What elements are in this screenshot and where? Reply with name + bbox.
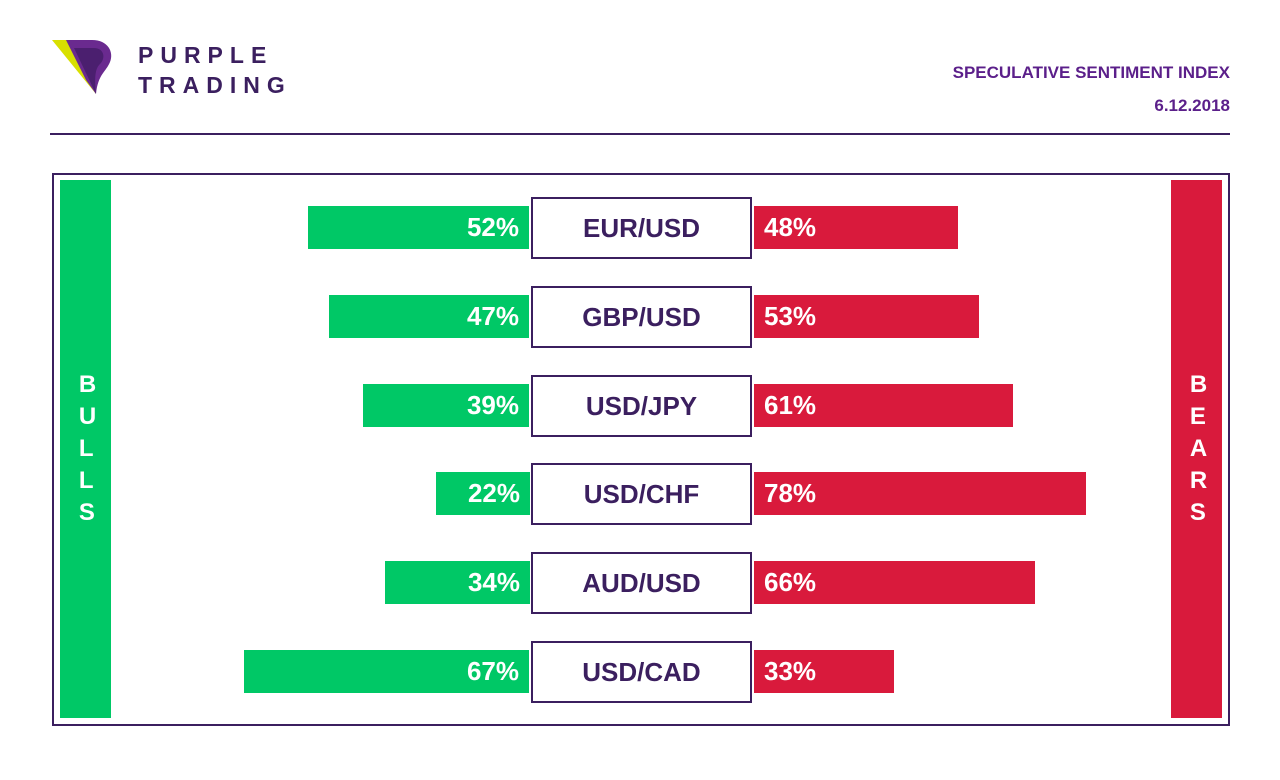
bulls-label: BULLS bbox=[78, 371, 97, 526]
currency-pair-label: GBP/USD bbox=[531, 286, 752, 348]
purple-trading-logo-icon bbox=[52, 40, 112, 94]
bull-bar: 52% bbox=[308, 206, 529, 249]
bear-bar: 66% bbox=[754, 561, 1035, 604]
bear-bar: 48% bbox=[754, 206, 958, 249]
brand-line-2: TRADING bbox=[138, 72, 292, 98]
sentiment-row: 47% 53% GBP/USD bbox=[0, 286, 1280, 348]
sentiment-row: 39% 61% USD/JPY bbox=[0, 375, 1280, 437]
bear-value-label: 53% bbox=[764, 301, 817, 331]
sentiment-row: 34% 66% AUD/USD bbox=[0, 552, 1280, 614]
bulls-side-bar: BULLS bbox=[60, 180, 111, 718]
sentiment-row: 67% 33% USD/CAD bbox=[0, 641, 1280, 703]
bears-side-bar: BEARS bbox=[1171, 180, 1222, 718]
bear-bar: 78% bbox=[754, 472, 1086, 515]
bull-value-label: 34% bbox=[467, 567, 520, 597]
bear-value-label: 78% bbox=[764, 478, 817, 508]
bull-bar: 47% bbox=[329, 295, 529, 338]
sentiment-row: 52% 48% EUR/USD bbox=[0, 197, 1280, 259]
currency-pair-label: USD/CAD bbox=[531, 641, 752, 703]
bull-bar: 34% bbox=[385, 561, 530, 604]
header-divider bbox=[50, 133, 1230, 135]
brand-name: PURPLE TRADING bbox=[138, 40, 292, 100]
bull-value-label: 67% bbox=[466, 656, 519, 686]
bear-value-label: 61% bbox=[764, 390, 817, 420]
currency-pair-label: AUD/USD bbox=[531, 552, 752, 614]
bear-value-label: 66% bbox=[764, 567, 817, 597]
bull-value-label: 47% bbox=[466, 301, 519, 331]
bear-value-label: 48% bbox=[764, 212, 817, 242]
header: SPECULATIVE SENTIMENT INDEX 6.12.2018 bbox=[953, 56, 1230, 122]
bull-value-label: 39% bbox=[466, 390, 519, 420]
chart-date: 6.12.2018 bbox=[1154, 96, 1230, 115]
bear-bar: 61% bbox=[754, 384, 1013, 427]
bull-bar: 22% bbox=[436, 472, 530, 515]
bull-bar: 67% bbox=[244, 650, 529, 693]
currency-pair-label: USD/CHF bbox=[531, 463, 752, 525]
currency-pair-label: USD/JPY bbox=[531, 375, 752, 437]
chart-title: SPECULATIVE SENTIMENT INDEX bbox=[952, 63, 1230, 82]
bear-value-label: 33% bbox=[764, 656, 817, 686]
currency-pair-label: EUR/USD bbox=[531, 197, 752, 259]
brand-line-1: PURPLE bbox=[138, 42, 274, 68]
bull-value-label: 52% bbox=[466, 212, 519, 242]
bear-bar: 33% bbox=[754, 650, 894, 693]
bear-bar: 53% bbox=[754, 295, 979, 338]
bull-value-label: 22% bbox=[467, 478, 520, 508]
bears-label: BEARS bbox=[1189, 371, 1208, 526]
bull-bar: 39% bbox=[363, 384, 529, 427]
chart-frame bbox=[52, 173, 1230, 726]
sentiment-row: 22% 78% USD/CHF bbox=[0, 463, 1280, 525]
